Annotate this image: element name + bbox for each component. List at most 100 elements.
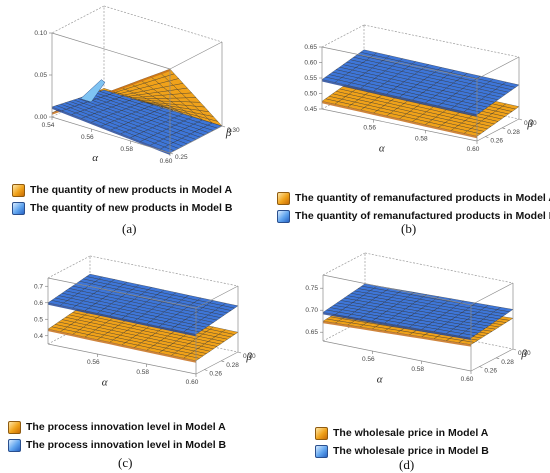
- z-tick-label: 0.55: [304, 75, 317, 82]
- z-tick-label: 0.75: [305, 285, 318, 292]
- legend-d-model-b: The wholesale price in Model B: [315, 442, 489, 460]
- box-edge: [47, 343, 197, 375]
- box-edge: [321, 108, 478, 142]
- box-edge: [47, 277, 197, 309]
- legend-c-model-a: The process innovation level in Model A: [8, 418, 226, 436]
- y-axis-name: β: [520, 348, 527, 360]
- y-tick: [221, 360, 225, 363]
- box-edge: [364, 252, 514, 284]
- y-tick-label: 0.28: [226, 362, 239, 369]
- x-tick-label: 0.58: [136, 369, 149, 376]
- box-edge: [169, 125, 223, 154]
- x-axis-name: α: [377, 374, 383, 386]
- y-tick: [512, 348, 517, 351]
- legend-swatch-blue: [8, 438, 21, 452]
- box-edge: [322, 274, 472, 306]
- chart-c-plot: 0.4 0.5 0.6 0.7 0.56 0.58 0.60 0.26 0.28 0.30 α β: [34, 255, 256, 389]
- box-edge: [470, 348, 514, 372]
- surface-edge: [322, 79, 477, 117]
- surface-edge: [52, 106, 170, 155]
- box-edge: [321, 46, 478, 80]
- z-tick-label: 0.05: [34, 72, 47, 79]
- x-tick-label: 0.58: [411, 366, 424, 373]
- surface-cell: [183, 329, 201, 335]
- legend-label: The wholesale price in Model A: [333, 427, 489, 439]
- panel-label-a: (a): [122, 221, 137, 236]
- surface-edge: [48, 329, 196, 363]
- y-tick-label: 0.30: [243, 353, 256, 360]
- z-tick-label: 0.45: [304, 106, 317, 113]
- y-tick-label: 0.30: [518, 350, 531, 357]
- legend-b-model-a: The quantity of remanufactured products …: [277, 189, 550, 207]
- plot-group: 0.00 0.05 0.10 0.54 0.56 0.58 0.600.25 0.30 α β: [34, 5, 240, 165]
- legend-label: The quantity of remanufactured products …: [295, 192, 550, 204]
- legend-d: The wholesale price in Model A The whole…: [315, 424, 489, 460]
- panel-label-b: (b): [401, 221, 417, 236]
- x-axis-name: α: [102, 377, 108, 389]
- y-tick: [518, 118, 523, 121]
- box-edge: [47, 255, 91, 279]
- box-edge: [103, 5, 223, 43]
- legend-d-model-a: The wholesale price in Model A: [315, 424, 489, 442]
- surface-edge: [48, 302, 196, 337]
- surface-model-b: [51, 89, 223, 155]
- y-tick-label: 0.26: [209, 371, 222, 378]
- x-axis-name: α: [379, 142, 385, 154]
- y-tick: [237, 351, 242, 354]
- legend-c-model-b: The process innovation level in Model B: [8, 436, 226, 454]
- box-edge: [195, 351, 239, 375]
- legend-label: The wholesale price in Model B: [333, 445, 489, 457]
- x-tick-label: 0.60: [461, 376, 474, 383]
- legend-swatch-orange: [315, 426, 328, 440]
- legend-label: The process innovation level in Model B: [26, 439, 227, 451]
- z-tick-label: 0.70: [305, 307, 318, 314]
- z-tick-label: 0.65: [305, 329, 318, 336]
- z-tick-label: 0.60: [304, 60, 317, 67]
- surface-model-b: [322, 283, 514, 340]
- box-edge: [89, 255, 239, 287]
- z-tick-label: 0.50: [304, 91, 317, 98]
- surface-model-b-visible: [80, 79, 106, 103]
- y-tick-label: 0.26: [490, 138, 503, 145]
- surface-edge: [323, 321, 471, 347]
- box-edge: [476, 56, 520, 80]
- legend-a-model-b: The quantity of new products in Model B: [12, 199, 232, 217]
- surface-edge: [323, 312, 471, 340]
- y-tick: [496, 357, 500, 360]
- chart-a-plot: 0.00 0.05 0.10 0.54 0.56 0.58 0.600.25 0.30 α β: [34, 5, 240, 165]
- z-tick-label: 0.65: [304, 44, 317, 51]
- y-axis-name: β: [245, 351, 252, 363]
- z-tick-label: 0.6: [34, 300, 43, 307]
- surface-cell: [463, 130, 482, 137]
- y-tick-label: 0.28: [501, 359, 514, 366]
- x-tick-label: 0.60: [467, 146, 480, 153]
- legend-label: The quantity of new products in Model B: [30, 202, 233, 214]
- x-axis-name: α: [92, 152, 98, 164]
- surface-edge: [322, 101, 477, 139]
- legend-c: The process innovation level in Model A …: [8, 418, 226, 454]
- box-edge: [363, 24, 520, 58]
- panel-a: 0.00 0.05 0.10 0.54 0.56 0.58 0.60 0.25 0.30 α β T…: [0, 0, 275, 236]
- z-tick-label: 0.4: [34, 333, 43, 340]
- surface-cell: [458, 333, 476, 339]
- legend-swatch-blue: [277, 209, 290, 223]
- x-tick-label: 0.58: [120, 146, 133, 153]
- box-edge: [476, 118, 520, 142]
- y-tick: [169, 152, 174, 155]
- panel-label-d: (d): [399, 457, 415, 472]
- x-tick-label: 0.58: [415, 135, 428, 142]
- y-tick: [485, 136, 489, 138]
- x-tick-label: 0.60: [186, 379, 199, 386]
- box-edge: [322, 340, 472, 372]
- surface-cell: [159, 68, 175, 78]
- x-tick-label: 0.56: [363, 125, 376, 132]
- box-edge: [51, 32, 171, 70]
- z-tick-label: 0.00: [34, 114, 47, 121]
- y-tick-label: 0.26: [484, 368, 497, 375]
- y-tick: [502, 127, 506, 130]
- legend-label: The quantity of remanufactured products …: [295, 210, 550, 222]
- box-edge: [470, 282, 514, 306]
- chart-d-plot: 0.65 0.70 0.75 0.56 0.58 0.60 0.26 0.28 0.30 α β: [305, 252, 531, 386]
- y-tick: [479, 366, 483, 368]
- x-tick-label: 0.56: [362, 356, 375, 363]
